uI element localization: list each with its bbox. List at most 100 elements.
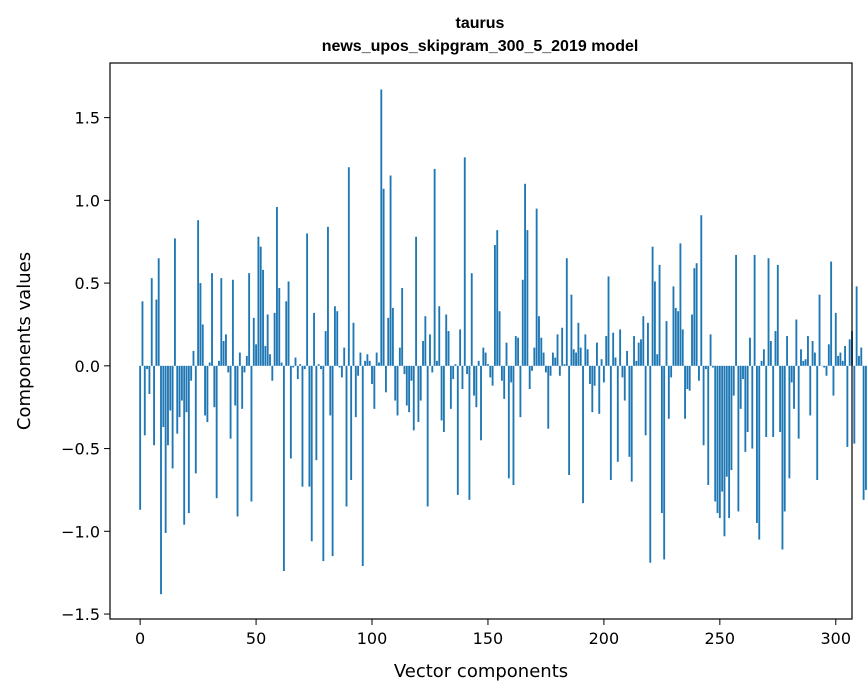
bar xyxy=(545,365,547,373)
bar xyxy=(628,365,631,457)
bar xyxy=(633,336,635,366)
bar xyxy=(493,245,496,366)
bar xyxy=(663,365,666,560)
bar xyxy=(190,365,193,381)
bar xyxy=(282,365,285,572)
bar xyxy=(505,342,508,366)
bar xyxy=(823,365,826,368)
bar xyxy=(429,334,431,366)
bar xyxy=(480,365,482,441)
bar xyxy=(686,365,689,389)
bar xyxy=(765,365,768,437)
bar xyxy=(635,360,638,366)
bar xyxy=(575,352,577,366)
bar xyxy=(148,365,151,394)
bar xyxy=(660,365,663,514)
bar xyxy=(786,336,789,366)
bar xyxy=(561,327,564,366)
bar xyxy=(700,215,703,366)
bar xyxy=(225,334,227,366)
bar xyxy=(199,283,202,366)
bar xyxy=(320,365,322,370)
bar xyxy=(296,365,299,380)
bar xyxy=(753,254,756,366)
bar xyxy=(354,365,357,418)
bar xyxy=(526,230,529,366)
bar xyxy=(477,360,480,366)
bar xyxy=(614,357,617,366)
bar xyxy=(389,175,392,366)
bar xyxy=(832,365,835,396)
bar xyxy=(357,365,360,376)
bar xyxy=(656,354,659,366)
bar xyxy=(623,365,626,401)
bar xyxy=(804,359,807,366)
bar xyxy=(681,329,684,366)
bar xyxy=(475,365,478,408)
bar xyxy=(412,365,415,431)
bar xyxy=(568,365,571,476)
bar xyxy=(619,329,622,366)
bar xyxy=(410,365,413,381)
bar xyxy=(593,365,596,386)
bar xyxy=(816,365,819,480)
bar xyxy=(751,365,754,449)
bar xyxy=(178,365,181,418)
bar xyxy=(653,281,656,366)
bar xyxy=(459,329,462,366)
bar xyxy=(807,336,809,366)
bar xyxy=(445,314,448,366)
bar xyxy=(781,365,784,550)
bar xyxy=(718,365,721,519)
bar xyxy=(776,264,779,366)
bar xyxy=(658,264,661,366)
bar xyxy=(257,236,260,366)
bar xyxy=(640,339,642,366)
bar xyxy=(825,365,828,376)
bar xyxy=(756,365,758,524)
bar xyxy=(417,365,420,423)
bar xyxy=(461,365,464,389)
bar xyxy=(171,365,174,469)
bar xyxy=(292,365,295,368)
bar xyxy=(841,360,844,366)
bar xyxy=(468,365,471,500)
bar xyxy=(160,365,162,595)
bar xyxy=(473,365,475,396)
bar xyxy=(602,365,605,383)
bar xyxy=(510,365,513,383)
bar xyxy=(470,273,473,366)
x-tick-label: 50 xyxy=(246,629,266,648)
bar xyxy=(519,365,522,418)
bar xyxy=(695,263,698,366)
bar xyxy=(670,365,673,378)
bar xyxy=(180,365,183,401)
y-tick-label: 0.5 xyxy=(75,274,100,293)
bar xyxy=(767,258,770,366)
bar xyxy=(440,365,443,421)
bar xyxy=(793,365,795,409)
x-tick-label: 0 xyxy=(135,629,145,648)
bar xyxy=(269,354,271,366)
bar xyxy=(858,355,860,366)
bar xyxy=(558,365,561,376)
bar xyxy=(758,365,761,540)
bar xyxy=(139,365,142,510)
bar xyxy=(742,365,744,380)
bar xyxy=(665,321,668,366)
chart-subtitle: news_upos_skipgram_300_5_2019 model xyxy=(322,38,639,55)
bar xyxy=(772,365,775,437)
bar xyxy=(737,365,740,512)
bar xyxy=(280,362,283,366)
bar xyxy=(419,365,422,401)
bar xyxy=(855,286,858,366)
bar xyxy=(194,365,197,474)
bar xyxy=(647,322,649,366)
bar xyxy=(809,365,812,416)
bar xyxy=(382,188,385,366)
bar xyxy=(563,364,566,366)
bar xyxy=(749,337,751,366)
bar xyxy=(396,365,399,416)
bar xyxy=(693,268,696,366)
bar xyxy=(596,342,598,366)
